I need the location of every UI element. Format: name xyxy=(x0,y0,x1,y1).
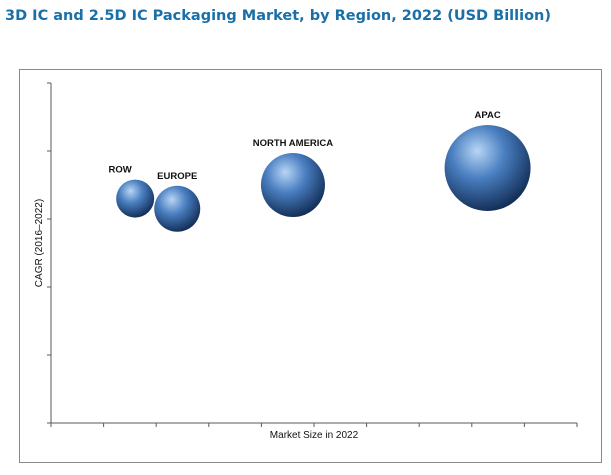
bubble-north-america xyxy=(260,153,325,217)
bubble-label: NORTH AMERICA xyxy=(253,138,334,149)
bubble-label: EUROPE xyxy=(157,171,197,182)
bubble-row xyxy=(116,179,155,218)
bubble-apac xyxy=(444,125,531,211)
bubble-label: ROW xyxy=(109,165,132,176)
bubbles: ROW EUROPE NORTH AMERICA APAC xyxy=(109,110,531,232)
bubble-europe xyxy=(154,185,201,232)
y-axis-label: CAGR (2016–2022) xyxy=(34,199,45,287)
bubble-label: APAC xyxy=(474,110,500,121)
chart-title: 3D IC and 2.5D IC Packaging Market, by R… xyxy=(5,8,551,24)
axes xyxy=(47,82,578,427)
x-axis-label: Market Size in 2022 xyxy=(270,430,359,441)
